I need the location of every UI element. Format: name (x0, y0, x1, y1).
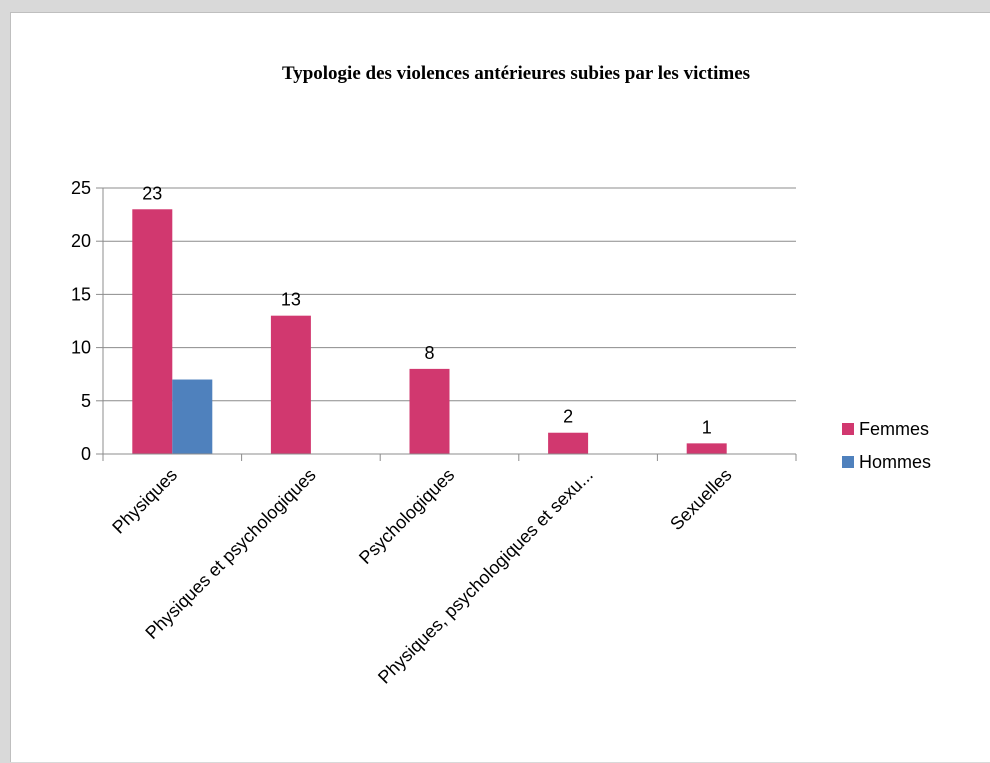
gridlines (103, 187, 796, 402)
data-labels: 23 13 8 2 1 (142, 183, 711, 437)
bars (132, 209, 727, 454)
chart-frame: Typologie des violences antérieures subi… (10, 12, 990, 762)
bar-chart: Typologie des violences antérieures subi… (71, 63, 931, 688)
legend: Femmes Hommes (842, 419, 931, 472)
bar-femmes-1 (270, 315, 311, 454)
y-tick-label: 0 (81, 444, 91, 464)
bar-femmes-4 (686, 443, 727, 454)
legend-label-hommes: Hommes (859, 452, 931, 472)
bar-hommes-0 (172, 379, 213, 454)
bar-femmes-0 (132, 209, 173, 454)
legend-swatch-hommes (842, 456, 854, 468)
y-tick-label: 25 (71, 178, 91, 198)
y-tick-label: 15 (71, 284, 91, 304)
legend-swatch-femmes (842, 423, 854, 435)
data-label: 8 (424, 343, 434, 363)
chart-title: Typologie des violences antérieures subi… (282, 63, 750, 84)
data-label: 13 (281, 290, 301, 310)
x-category-label: Sexuelles (666, 465, 735, 534)
y-tick-label: 10 (71, 338, 91, 358)
legend-label-femmes: Femmes (859, 419, 929, 439)
data-label: 2 (563, 407, 573, 427)
data-label: 1 (702, 417, 712, 437)
y-tick-label: 20 (71, 231, 91, 251)
data-label: 23 (142, 183, 162, 203)
x-category-label: Psychologiques (355, 465, 458, 568)
bar-femmes-2 (409, 368, 450, 454)
x-category-label: Physiques (108, 465, 181, 538)
bar-femmes-3 (548, 432, 589, 454)
y-tick-label: 5 (81, 391, 91, 411)
x-category-label: Physiques, psychologiques et sexu... (374, 465, 597, 688)
